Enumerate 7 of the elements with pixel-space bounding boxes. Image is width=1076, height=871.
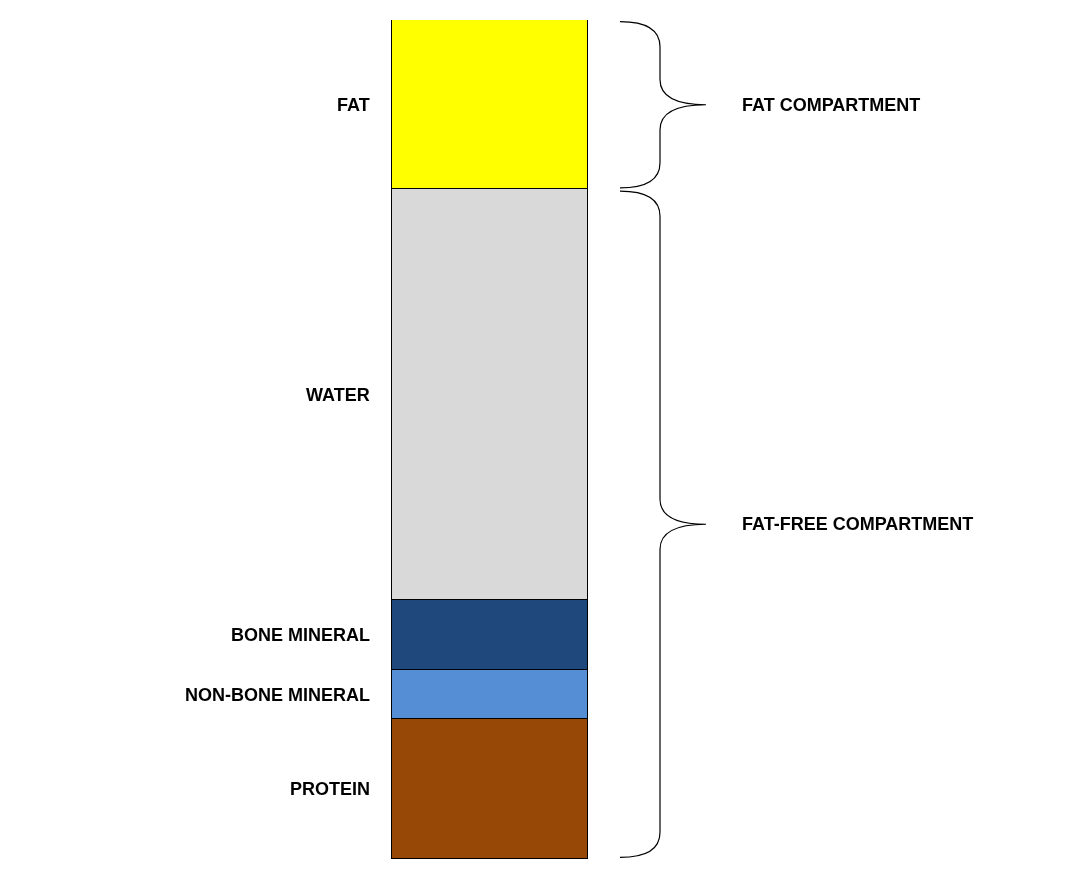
series-label: BONE MINERAL <box>231 625 370 645</box>
series-label: WATER <box>306 385 370 405</box>
series-label: FAT <box>337 95 370 115</box>
text: FAT COMPARTMENT <box>742 95 921 115</box>
series-label: NON-BONE MINERAL <box>185 685 370 705</box>
text: FAT-FREE COMPARTMENT <box>742 514 974 534</box>
series-label: PROTEIN <box>290 779 371 799</box>
